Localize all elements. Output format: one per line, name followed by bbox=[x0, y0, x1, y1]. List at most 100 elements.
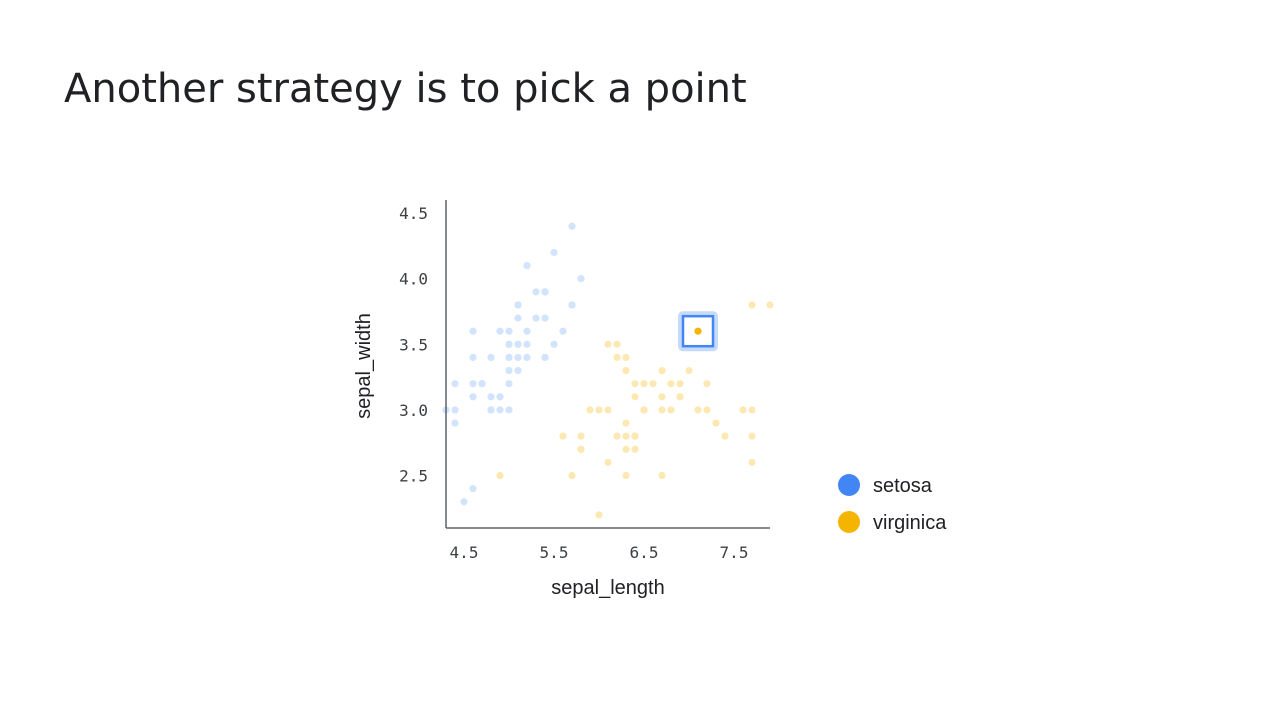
virginica-point bbox=[748, 406, 756, 414]
selection-box[interactable] bbox=[681, 314, 715, 348]
virginica-point bbox=[568, 471, 576, 480]
setosa-point bbox=[505, 366, 513, 375]
ticks-layer: 4.5 5.5 6.5 7.5 2.5 3.0 3.5 4.0 4.5 bbox=[399, 204, 748, 562]
x-tick-label: 4.5 bbox=[450, 543, 479, 562]
y-tick-label: 3.0 bbox=[399, 401, 428, 420]
legend-label-virginica: virginica bbox=[873, 512, 947, 534]
virginica-point bbox=[586, 406, 594, 414]
setosa-point bbox=[550, 248, 558, 257]
setosa-point bbox=[568, 222, 576, 230]
setosa-point bbox=[541, 314, 549, 322]
setosa-point bbox=[451, 380, 459, 388]
virginica-point bbox=[604, 340, 612, 348]
setosa-point bbox=[469, 327, 477, 335]
y-tick-label: 2.5 bbox=[399, 467, 428, 486]
virginica-point bbox=[595, 406, 603, 414]
virginica-point bbox=[712, 419, 720, 427]
x-tick-label: 6.5 bbox=[630, 543, 659, 562]
virginica-point bbox=[739, 406, 747, 414]
highlight-layer bbox=[678, 311, 718, 352]
virginica-point bbox=[631, 380, 639, 388]
setosa-point bbox=[550, 340, 558, 348]
legend: setosa virginica bbox=[838, 474, 947, 534]
virginica-point bbox=[658, 366, 666, 375]
virginica-point bbox=[622, 419, 630, 427]
setosa-point bbox=[523, 327, 531, 335]
setosa-point bbox=[514, 340, 522, 348]
virginica-point bbox=[613, 340, 621, 348]
virginica-point bbox=[703, 406, 711, 414]
legend-swatch-setosa bbox=[838, 474, 860, 496]
setosa-point bbox=[532, 288, 540, 296]
virginica-point bbox=[631, 432, 639, 440]
setosa-point bbox=[523, 340, 531, 348]
setosa-point bbox=[451, 406, 459, 414]
setosa-point bbox=[460, 498, 468, 506]
setosa-point bbox=[541, 288, 549, 296]
setosa-point bbox=[541, 353, 549, 362]
y-axis-title: sepal_width bbox=[353, 313, 375, 419]
y-tick-label: 4.0 bbox=[399, 270, 428, 289]
setosa-point bbox=[487, 353, 495, 362]
setosa-point bbox=[568, 301, 576, 309]
virginica-point bbox=[667, 380, 675, 388]
setosa-point bbox=[451, 419, 459, 427]
highlighted-point[interactable] bbox=[694, 327, 702, 335]
virginica-point bbox=[748, 301, 756, 309]
virginica-point bbox=[604, 458, 612, 466]
setosa-point bbox=[523, 353, 531, 362]
virginica-point bbox=[577, 432, 585, 440]
setosa-point bbox=[469, 485, 477, 493]
setosa-point bbox=[559, 327, 567, 335]
setosa-point bbox=[532, 314, 540, 322]
virginica-point bbox=[631, 445, 639, 453]
setosa-point bbox=[478, 380, 486, 388]
setosa-point bbox=[505, 380, 513, 388]
setosa-point bbox=[505, 406, 513, 414]
x-tick-label: 7.5 bbox=[720, 543, 749, 562]
setosa-point bbox=[505, 340, 513, 348]
y-tick-label: 4.5 bbox=[399, 204, 428, 223]
virginica-point bbox=[496, 471, 504, 480]
virginica-point bbox=[658, 471, 666, 480]
points-layer bbox=[442, 222, 774, 519]
setosa-point bbox=[496, 393, 504, 401]
virginica-point bbox=[676, 393, 684, 401]
virginica-point bbox=[748, 432, 756, 440]
virginica-point bbox=[748, 458, 756, 466]
virginica-point bbox=[622, 353, 630, 362]
setosa-point bbox=[523, 262, 531, 270]
setosa-point bbox=[514, 366, 522, 375]
setosa-point bbox=[514, 353, 522, 362]
virginica-point bbox=[622, 432, 630, 440]
virginica-point bbox=[658, 393, 666, 401]
virginica-point bbox=[703, 380, 711, 388]
virginica-point bbox=[640, 406, 648, 414]
virginica-point bbox=[649, 380, 657, 388]
setosa-point bbox=[496, 406, 504, 414]
setosa-point bbox=[505, 327, 513, 335]
setosa-point bbox=[577, 275, 585, 283]
setosa-point bbox=[514, 314, 522, 322]
slide-title: Another strategy is to pick a point bbox=[64, 66, 747, 112]
virginica-point bbox=[676, 380, 684, 388]
setosa-point bbox=[487, 406, 495, 414]
virginica-point bbox=[622, 445, 630, 453]
virginica-point bbox=[658, 406, 666, 414]
setosa-point bbox=[469, 393, 477, 401]
setosa-point bbox=[487, 393, 495, 401]
setosa-point bbox=[469, 353, 477, 362]
virginica-point bbox=[613, 353, 621, 362]
x-axis-title: sepal_length bbox=[551, 577, 664, 599]
selection-halo bbox=[678, 311, 718, 352]
legend-swatch-virginica bbox=[838, 511, 860, 533]
setosa-point bbox=[505, 353, 513, 362]
virginica-point bbox=[622, 471, 630, 480]
virginica-point bbox=[721, 432, 729, 440]
setosa-point bbox=[469, 380, 477, 388]
virginica-point bbox=[577, 445, 585, 453]
virginica-point bbox=[667, 406, 675, 414]
virginica-point bbox=[694, 406, 702, 414]
virginica-point bbox=[559, 432, 567, 440]
